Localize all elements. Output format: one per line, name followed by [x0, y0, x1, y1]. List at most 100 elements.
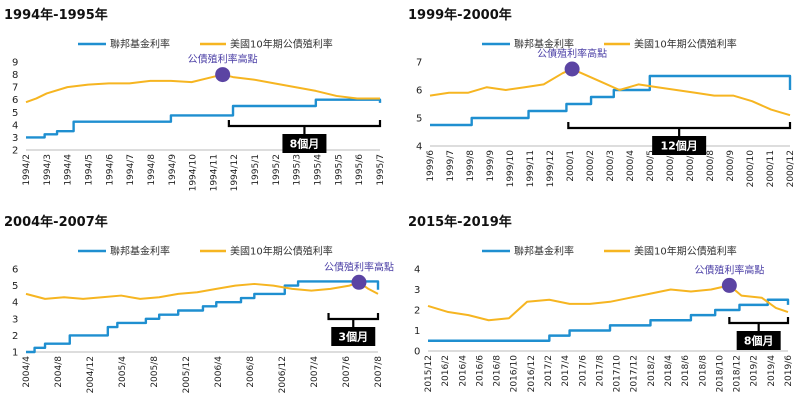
x-tick-label: 2016/8	[493, 355, 503, 387]
x-tick-label: 2015/12	[424, 355, 434, 392]
x-tick-label: 1994/4	[64, 154, 74, 186]
y-tick-label: 0	[414, 347, 420, 358]
legend-label-fed: 聯邦基金利率	[514, 245, 574, 258]
x-tick-label: 2000/1	[566, 150, 576, 182]
x-tick-label: 1995/2	[272, 154, 282, 186]
x-tick-label: 1994/11	[209, 154, 219, 191]
series-yield-line	[429, 68, 791, 117]
x-tick-label: 2005/4	[118, 356, 128, 388]
chart-panel-2015-2019: 2015年-2019年 聯邦基金利率 美國10年期公債殖利率 0 1 2 3 4 2015/1…	[404, 207, 796, 408]
y-tick-label: 2	[12, 146, 18, 157]
x-tick-label: 2000/11	[766, 150, 776, 187]
x-tick-label: 2016/4	[458, 355, 468, 387]
x-tick-label: 2017/6	[578, 355, 588, 387]
y-tick-label: 7	[416, 58, 422, 69]
x-tick-label: 2006/12	[278, 356, 288, 393]
chart-svg: 聯邦基金利率 美國10年期公債殖利率 4 5 6 7 1999/6 1999/7 1999/8 1…	[416, 38, 796, 188]
x-tick-label: 2004/12	[86, 356, 96, 393]
y-tick-label: 3	[12, 133, 18, 144]
x-tick-label: 2000/8	[706, 150, 716, 182]
chart-svg: 聯邦基金利率 美國10年期公債殖利率 0 1 2 3 4 2015/12 2016/2 2016/…	[414, 245, 794, 393]
x-tick-label: 2017/4	[561, 355, 571, 387]
x-tick-label: 2006/4	[214, 356, 224, 388]
x-tick-label: 1994/12	[230, 154, 240, 191]
x-tick-label: 2007/4	[310, 356, 320, 388]
x-tick-label: 2019/2	[750, 355, 760, 387]
y-tick-label: 4	[416, 142, 422, 153]
duration-box	[331, 327, 376, 346]
x-tick-label: 1995/4	[314, 154, 324, 186]
duration-label: 8個月	[290, 137, 320, 151]
series-fed-line	[430, 74, 792, 127]
x-tick-label: 1999/9	[486, 150, 496, 182]
legend-label-fed: 聯邦基金利率	[110, 38, 170, 51]
y-tick-label: 3	[414, 285, 420, 296]
x-tick-label: 2018/10	[715, 355, 725, 393]
y-tick-label: 6	[416, 86, 422, 97]
y-tick-label: 9	[12, 58, 18, 69]
peak-marker	[351, 274, 367, 290]
y-tick-label: 5	[12, 281, 18, 292]
x-tick-label: 2000/10	[746, 150, 756, 188]
x-tick-label: 1999/12	[546, 150, 556, 187]
peak-label: 公債殖利率高點	[188, 53, 258, 66]
legend-label-fed: 聯邦基金利率	[514, 38, 574, 51]
x-tick-label: 1995/1	[251, 154, 261, 186]
chart-panel-1999-2000: 1999年-2000年 聯邦基金利率 美國10年期公債殖利率 4 5 6 7 1999/6 1…	[404, 0, 796, 201]
y-tick-label: 2	[414, 306, 420, 317]
legend-label-yield: 美國10年期公債殖利率	[230, 245, 333, 258]
x-tick-label: 2005/8	[150, 356, 160, 388]
chart-title: 2015年-2019年	[408, 215, 512, 230]
x-tick-label: 2004/8	[54, 356, 64, 388]
x-tick-label: 2007/6	[342, 356, 352, 388]
peak-label: 公債殖利率高點	[694, 263, 764, 276]
y-tick-label: 3	[12, 314, 18, 325]
x-tick-label: 2016/2	[441, 355, 451, 387]
x-tick-label: 2017/12	[630, 355, 640, 392]
series-fed-line	[26, 98, 382, 139]
x-tick-label: 2000/9	[726, 150, 736, 182]
x-tick-label: 2017/10	[613, 355, 623, 393]
series-yield-line	[25, 73, 380, 104]
chart-svg: 聯邦基金利率 美國10年期公債殖利率 1 2 3 4 5 6 2004/4 2004/8 2004/…	[12, 245, 394, 394]
peak-marker	[564, 61, 580, 77]
y-tick-label: 5	[416, 114, 422, 125]
duration-label: 8個月	[744, 334, 774, 348]
y-tick-label: 6	[12, 95, 18, 106]
x-tick-label: 2016/10	[510, 355, 520, 393]
series-fed-line	[428, 298, 790, 342]
chart-panel-1994-1995: 1994年-1995年 聯邦基金利率 美國10年期公債殖利率 2 3 4 5 6 7 8 9 199…	[0, 0, 392, 201]
x-tick-label: 2000/4	[626, 150, 636, 182]
x-tick-label: 1999/6	[426, 150, 436, 182]
peak-label: 公債殖利率高點	[537, 47, 607, 60]
y-tick-label: 4	[12, 298, 18, 309]
x-tick-label: 1995/6	[355, 154, 365, 186]
x-tick-label: 1994/8	[147, 154, 157, 186]
chart-title: 2004年-2007年	[4, 215, 108, 230]
duration-label: 12個月	[661, 139, 698, 153]
y-tick-label: 1	[12, 348, 18, 359]
chart-panel-2004-2007: 2004年-2007年 聯邦基金利率 美國10年期公債殖利率 1 2 3 4 5 6 2004/…	[0, 207, 394, 408]
x-tick-label: 1994/2	[22, 154, 32, 186]
x-tick-label: 1999/8	[466, 150, 476, 182]
x-tick-label: 2016/12	[527, 355, 537, 392]
x-tick-label: 2017/2	[544, 355, 554, 387]
duration-box	[736, 331, 781, 350]
series-yield-line	[427, 284, 789, 322]
duration-box	[652, 136, 707, 155]
x-tick-label: 2000/12	[786, 150, 796, 187]
duration-bracket	[327, 313, 380, 321]
x-tick-label: 1994/7	[126, 154, 136, 186]
x-tick-label: 2017/8	[595, 355, 605, 387]
duration-bracket	[227, 120, 382, 128]
legend-label-yield: 美國10年期公債殖利率	[230, 38, 333, 51]
x-tick-label: 2007/8	[374, 356, 384, 388]
y-tick-label: 4	[12, 120, 18, 131]
x-tick-label: 2004/4	[22, 356, 32, 388]
y-tick-label: 1	[414, 326, 420, 337]
duration-box	[282, 134, 327, 153]
chart-title: 1999年-2000年	[408, 8, 512, 23]
x-tick-label: 1994/10	[189, 154, 199, 192]
